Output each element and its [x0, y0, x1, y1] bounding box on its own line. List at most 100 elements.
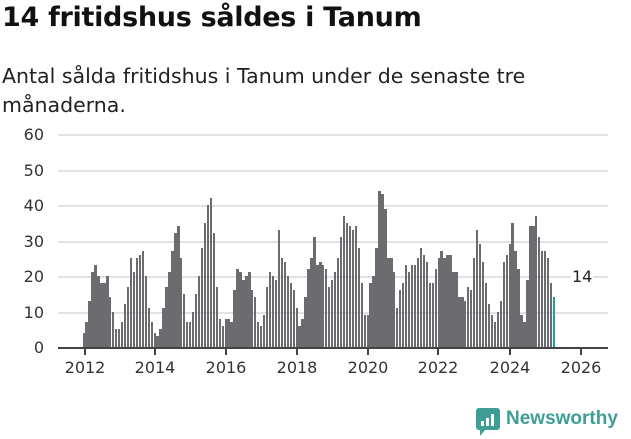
bar [120, 322, 124, 347]
bar [508, 244, 511, 347]
bar [319, 261, 322, 347]
bar [535, 215, 538, 347]
bar [544, 251, 547, 347]
y-tick-label: 30 [23, 232, 44, 251]
bar [209, 197, 213, 347]
bar [372, 276, 375, 347]
bar [396, 307, 399, 347]
bar [523, 322, 526, 347]
bar [180, 258, 183, 347]
x-tick [580, 349, 582, 355]
bar [325, 268, 328, 347]
x-tick [296, 349, 298, 355]
bar [490, 315, 494, 347]
bar [88, 300, 91, 347]
x-tick-label: 2024 [489, 358, 531, 377]
bar-series [0, 120, 631, 348]
bar [511, 222, 514, 347]
y-tick-label: 60 [23, 125, 44, 144]
bar [268, 272, 272, 347]
bar [307, 268, 310, 347]
bar [230, 322, 233, 347]
bar [212, 233, 215, 347]
bar [458, 297, 461, 347]
bar [239, 272, 242, 347]
x-tick [84, 349, 86, 355]
x-tick-label: 2020 [347, 358, 389, 377]
bar [496, 311, 499, 347]
bar [233, 290, 236, 347]
chart-subtitle: Antal sålda fritidshus i Tanum under de … [2, 64, 526, 117]
bar [526, 279, 529, 347]
bar [310, 258, 313, 347]
bar [118, 329, 121, 347]
bar [407, 272, 411, 347]
bar [224, 318, 227, 347]
bar [242, 279, 245, 347]
bar [97, 276, 100, 347]
bar [434, 268, 437, 347]
bar [203, 222, 207, 347]
bar [514, 251, 517, 347]
x-tick [509, 349, 511, 355]
bar [265, 286, 269, 347]
bar [153, 332, 156, 347]
bar [390, 258, 393, 347]
bar [431, 283, 434, 347]
bar [384, 208, 387, 347]
bar [410, 265, 414, 347]
bar [481, 261, 485, 347]
bar [292, 290, 295, 347]
bar [502, 261, 505, 347]
bar [262, 315, 266, 347]
bar [123, 304, 127, 347]
bar [455, 272, 458, 347]
x-tick [154, 349, 156, 355]
bar [171, 251, 174, 347]
bar [200, 247, 204, 347]
bar [345, 222, 349, 347]
bar [100, 283, 103, 347]
bar [404, 265, 408, 347]
bar [478, 244, 482, 347]
bar [499, 300, 502, 347]
gridline [58, 134, 608, 136]
x-tick-label: 2018 [276, 358, 318, 377]
bar [280, 258, 284, 347]
y-tick-label: 10 [23, 303, 44, 322]
x-tick-label: 2026 [560, 358, 602, 377]
bar [354, 226, 357, 347]
bar [357, 247, 360, 347]
bar [260, 325, 263, 347]
bar [378, 190, 381, 347]
bar [475, 229, 479, 347]
bar [138, 254, 142, 347]
bar [245, 276, 248, 347]
bar [419, 247, 423, 347]
gridline [58, 205, 608, 207]
bar-chart-logo-icon [476, 408, 500, 436]
bar [375, 247, 378, 347]
bar [399, 290, 402, 347]
brand-name: Newsworthy [506, 408, 618, 429]
newsworthy-logo: Newsworthy [476, 408, 618, 436]
bar [360, 283, 363, 347]
bar [301, 318, 304, 347]
bar [336, 258, 340, 347]
x-tick-label: 2016 [205, 358, 247, 377]
bar [369, 283, 372, 347]
bar [227, 318, 230, 347]
gridline [58, 276, 608, 278]
bar [393, 272, 396, 347]
bar [473, 258, 476, 347]
last-value-annotation: 14 [571, 267, 594, 286]
bar-chart: 60 50 40 30 20 10 0 2012 2014 2016 2018 … [0, 120, 631, 390]
bar [186, 322, 189, 347]
bar [277, 229, 281, 347]
bar [322, 265, 325, 347]
bar [197, 276, 201, 347]
bar [505, 254, 508, 347]
bar [85, 322, 88, 347]
bar [538, 236, 541, 347]
y-tick-label: 20 [23, 267, 44, 286]
